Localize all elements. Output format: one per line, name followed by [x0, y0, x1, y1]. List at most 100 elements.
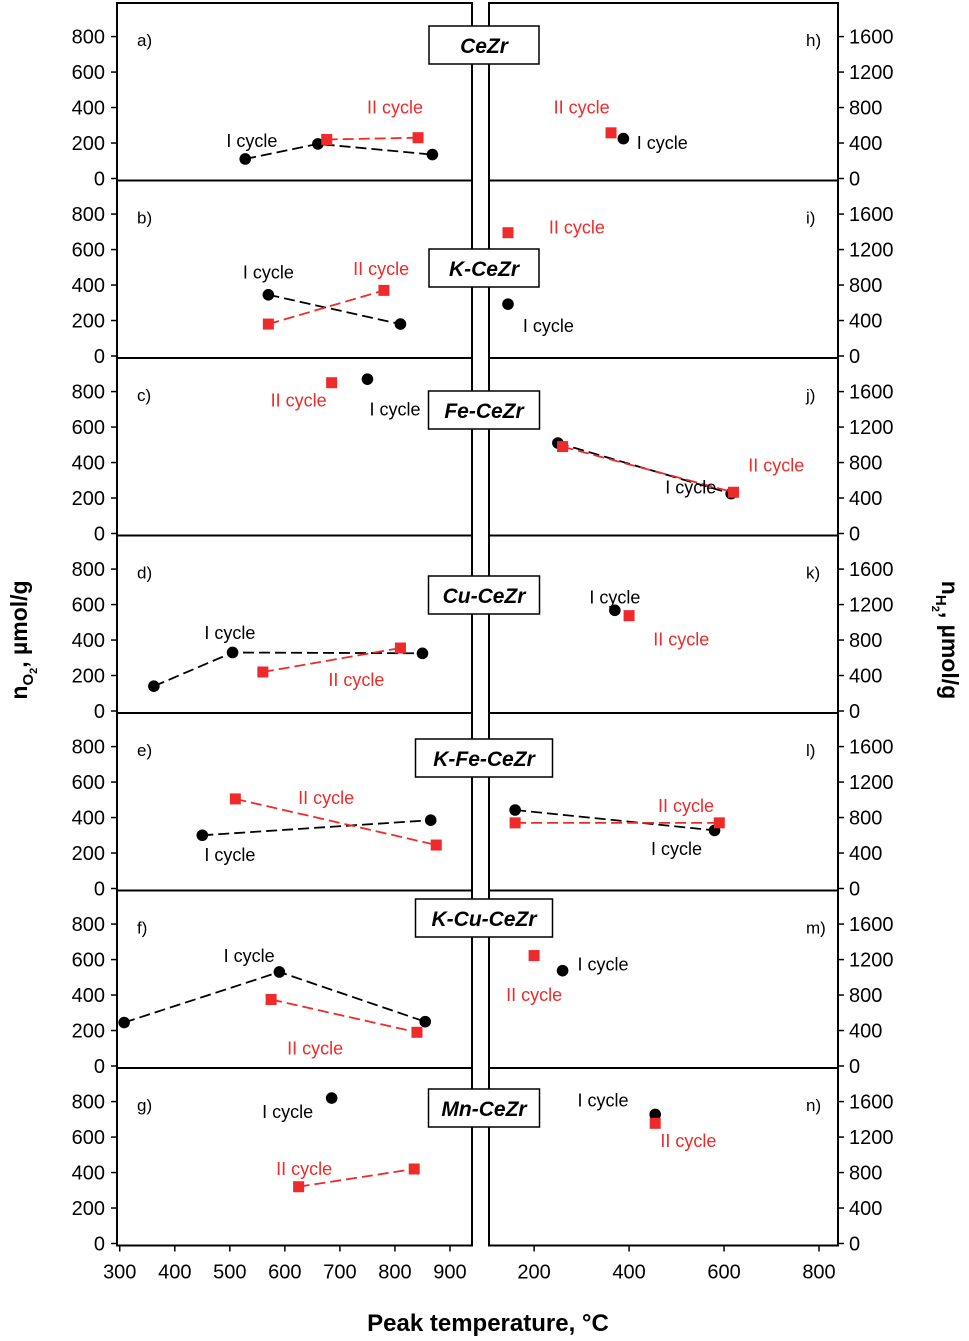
left-y-tick-label: 200 [72, 311, 105, 333]
right-y-tick-label: 0 [849, 1056, 860, 1078]
category-label: Mn-CeZr [441, 1098, 528, 1121]
cycle-label-i: I cycle [637, 133, 688, 153]
cycle-label-i: I cycle [589, 587, 640, 607]
left-x-tick-label: 800 [378, 1262, 411, 1284]
left-y-tick-label: 200 [72, 488, 105, 510]
point-cycle-i [416, 647, 429, 660]
cycle-label-ii: II cycle [367, 98, 423, 118]
category-box: CeZr [428, 25, 540, 65]
series-line-ii [270, 998, 418, 1034]
cycle-label-i: I cycle [665, 477, 716, 497]
right-y-tick-label: 1600 [849, 382, 894, 404]
category-box: K-Cu-CeZr [414, 898, 554, 938]
right-y-tick-label: 400 [849, 1021, 882, 1043]
panel-tag-left: e) [137, 741, 152, 760]
point-cycle-i [424, 814, 437, 827]
point-cycle-ii [293, 1181, 305, 1193]
left-y-tick-label: 200 [72, 1198, 105, 1220]
point-cycle-i [325, 1092, 338, 1104]
right-y-tick-label: 1600 [849, 204, 894, 226]
panel-tag-left: b) [137, 209, 152, 228]
right-y-tick-label: 1200 [849, 1127, 894, 1149]
right-x-tick-label: 200 [517, 1262, 550, 1284]
right-y-tick-label: 1200 [849, 950, 894, 972]
left-y-tick-label: 800 [72, 1092, 105, 1114]
point-cycle-ii [528, 950, 540, 962]
right-y-tick-label: 400 [849, 133, 882, 155]
left-y-tick-label: 600 [72, 595, 105, 617]
cycle-label-i: I cycle [523, 316, 574, 336]
right-x-tick-label: 800 [802, 1262, 835, 1284]
panel-tag-right: l) [806, 741, 815, 760]
right-y-tick-label: 0 [849, 879, 860, 901]
left-y-tick-label: 600 [72, 62, 105, 84]
point-cycle-i [617, 132, 630, 145]
point-cycle-ii [605, 127, 617, 139]
right-y-tick-label: 400 [849, 1198, 882, 1220]
series-line-ii [326, 136, 419, 141]
right-y-tick-label: 1600 [849, 27, 894, 49]
right-y-tick-label: 0 [849, 346, 860, 368]
left-x-tick-label: 300 [103, 1262, 136, 1284]
left-y-tick-label: 800 [72, 27, 105, 49]
point-cycle-i [118, 1016, 130, 1029]
series-line-i [268, 293, 401, 325]
left-y-tick-label: 800 [72, 382, 105, 404]
panel-tag-right: h) [806, 31, 821, 50]
category-label: K-CeZr [449, 258, 521, 281]
left-x-tick-label: 400 [158, 1262, 191, 1284]
point-cycle-i [148, 680, 160, 692]
point-cycle-ii [229, 793, 241, 805]
left-y-tick-label: 800 [72, 204, 105, 226]
point-cycle-ii [649, 1117, 661, 1129]
point-cycle-i [419, 1015, 432, 1028]
category-label: CeZr [460, 35, 510, 58]
right-y-tick-label: 400 [849, 843, 882, 865]
right-y-tick-label: 800 [849, 630, 882, 652]
category-box: Fe-CeZr [427, 390, 541, 430]
right-y-tick-label: 1600 [849, 914, 894, 936]
left-y-tick-label: 0 [94, 169, 105, 191]
series-line-i [515, 809, 715, 832]
cycle-label-i: I cycle [243, 263, 294, 283]
right-y-tick-label: 0 [849, 701, 860, 723]
point-cycle-i [239, 153, 252, 165]
panel-tag-left: a) [137, 31, 152, 50]
point-cycle-i [394, 318, 407, 330]
cycle-label-i: I cycle [262, 1102, 313, 1122]
left-y-tick-label: 400 [72, 98, 105, 120]
left-y-tick-label: 600 [72, 772, 105, 794]
labels-layer: I cycle II cycle I cycle II cycle I cycle II … [204, 25, 804, 1179]
left-y-tick-label: 0 [94, 346, 105, 368]
cycle-label-i: I cycle [204, 845, 255, 865]
point-cycle-i [426, 148, 439, 161]
left-plot-frame [116, 2, 473, 1247]
cycle-label-i: I cycle [651, 839, 702, 859]
point-cycle-ii [502, 227, 514, 239]
left-y-tick-label: 400 [72, 985, 105, 1007]
x-axis-title: Peak temperature, °C [367, 1310, 609, 1337]
point-cycle-i [196, 829, 209, 842]
right-y-tick-label: 1600 [849, 1092, 894, 1114]
cycle-label-ii: II cycle [554, 98, 610, 118]
right-y-tick-label: 800 [849, 453, 882, 475]
right-y-tick-label: 0 [849, 169, 860, 191]
right-y-tick-label: 400 [849, 311, 882, 333]
right-y-tick-label: 400 [849, 488, 882, 510]
left-x-tick-label: 900 [433, 1262, 466, 1284]
left-y-tick-label: 600 [72, 240, 105, 262]
point-cycle-ii [265, 993, 277, 1005]
left-x-tick-label: 600 [268, 1262, 301, 1284]
point-cycle-i [262, 289, 275, 301]
right-y-tick-label: 1200 [849, 240, 894, 262]
point-cycle-i [649, 1108, 661, 1121]
cycle-label-ii: II cycle [506, 985, 562, 1005]
series-line-ii [268, 289, 385, 325]
right-y-tick-label: 1200 [849, 595, 894, 617]
right-y-tick-label: 800 [849, 275, 882, 297]
axes-layer: 0 200 400 600 800 0 400 800 1200 1600 a) h) 0 200 400 6… [72, 2, 894, 1284]
left-y-tick-label: 200 [72, 133, 105, 155]
panel-tag-left: g) [137, 1096, 152, 1115]
category-label: Cu-CeZr [443, 585, 528, 608]
